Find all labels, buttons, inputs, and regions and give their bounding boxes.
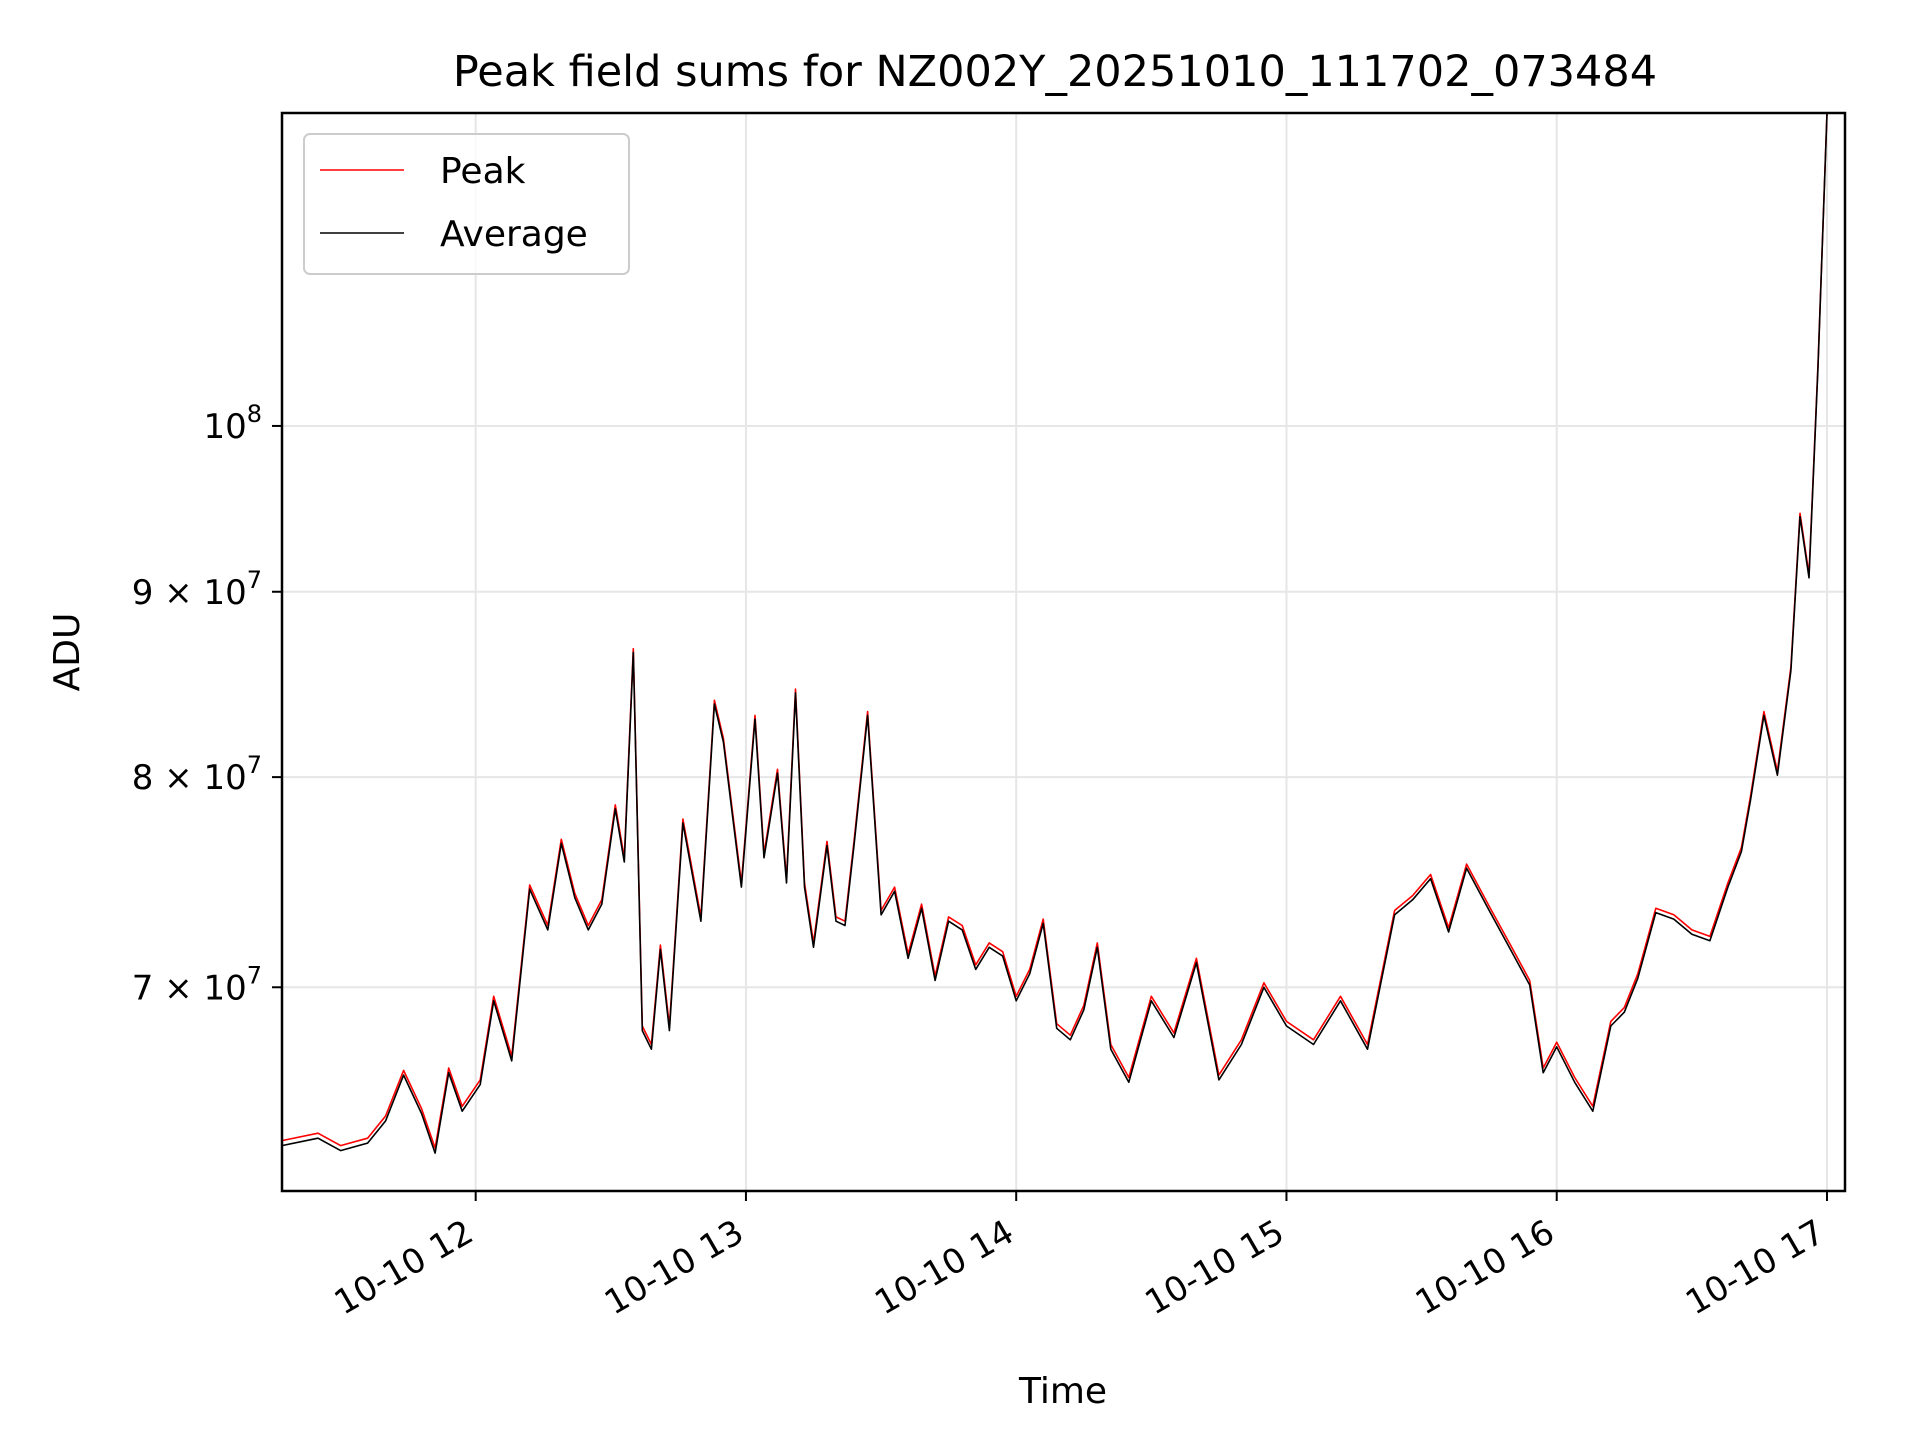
legend-box [303, 133, 630, 275]
series-layer [281, 112, 1845, 1154]
series-peak-line [281, 112, 1845, 1149]
chart-title: Peak field sums for NZ002Y_20251010_1117… [453, 47, 1657, 97]
plot-area-frame [280, 111, 1847, 1193]
x-axis-title: Time [1018, 1371, 1107, 1412]
y-axis-title: ADU [47, 613, 88, 692]
y-tick-label: 8 × 107 [132, 751, 262, 798]
y-tick-label: 7 × 107 [132, 961, 262, 1008]
legend: Peak Average [303, 133, 630, 275]
legend-label-peak: Peak [440, 151, 526, 192]
series-average-line [281, 112, 1845, 1154]
y-tick-label: 9 × 107 [132, 566, 262, 613]
legend-label-average: Average [440, 214, 588, 255]
grid-lines [282, 113, 1845, 1191]
